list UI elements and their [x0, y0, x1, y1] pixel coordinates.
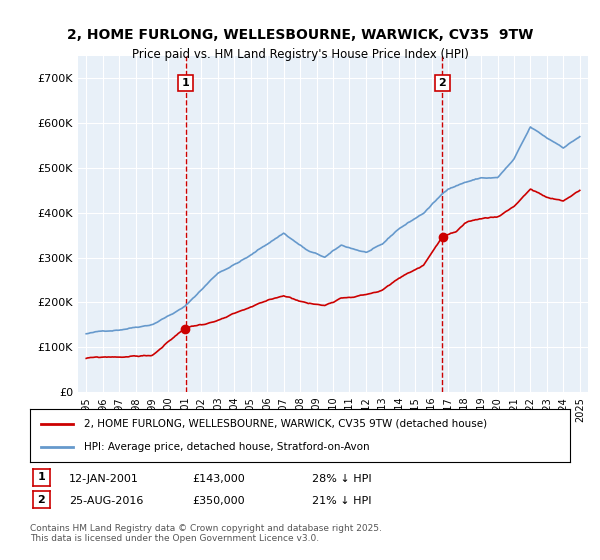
Text: 2, HOME FURLONG, WELLESBOURNE, WARWICK, CV35 9TW (detached house): 2, HOME FURLONG, WELLESBOURNE, WARWICK, …: [84, 419, 487, 429]
Text: 21% ↓ HPI: 21% ↓ HPI: [312, 496, 371, 506]
Text: Contains HM Land Registry data © Crown copyright and database right 2025.
This d: Contains HM Land Registry data © Crown c…: [30, 524, 382, 543]
Text: 25-AUG-2016: 25-AUG-2016: [69, 496, 143, 506]
Text: 2, HOME FURLONG, WELLESBOURNE, WARWICK, CV35  9TW: 2, HOME FURLONG, WELLESBOURNE, WARWICK, …: [67, 28, 533, 42]
Text: HPI: Average price, detached house, Stratford-on-Avon: HPI: Average price, detached house, Stra…: [84, 442, 370, 452]
Text: 1: 1: [182, 78, 190, 88]
Text: 12-JAN-2001: 12-JAN-2001: [69, 474, 139, 484]
Text: 28% ↓ HPI: 28% ↓ HPI: [312, 474, 371, 484]
Text: Price paid vs. HM Land Registry's House Price Index (HPI): Price paid vs. HM Land Registry's House …: [131, 48, 469, 60]
Text: 2: 2: [439, 78, 446, 88]
Text: 2: 2: [38, 494, 45, 505]
Text: 1: 1: [38, 472, 45, 482]
Text: £143,000: £143,000: [192, 474, 245, 484]
Text: £350,000: £350,000: [192, 496, 245, 506]
